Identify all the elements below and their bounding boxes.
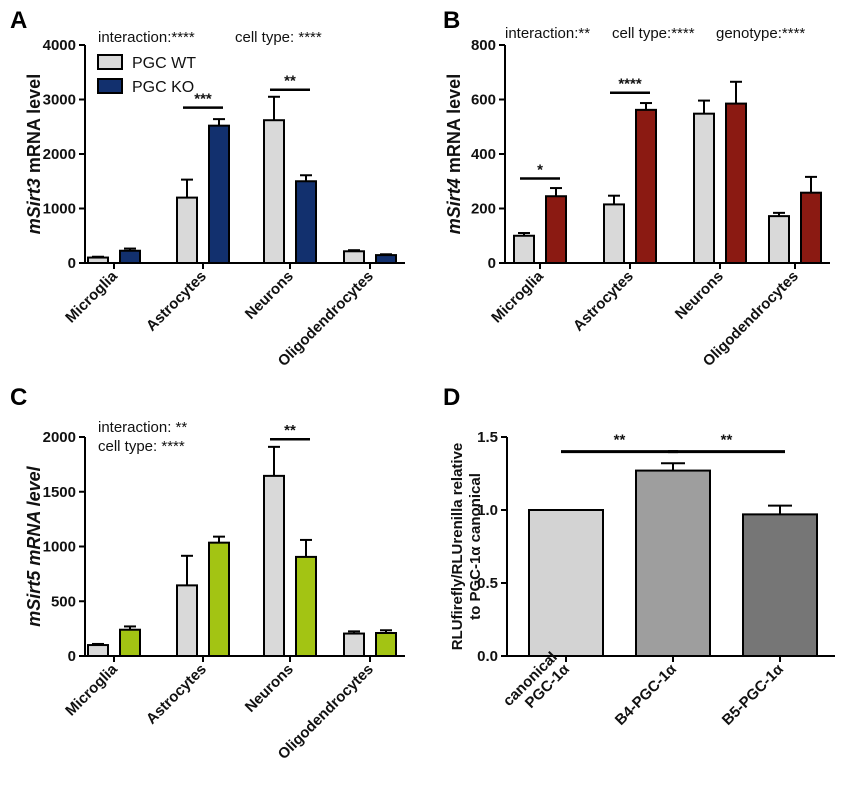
stat-cell-type: cell type: **** <box>98 438 185 455</box>
significance-label: *** <box>194 91 212 108</box>
x-tick-label-line: B4-PGC-1α <box>612 660 681 729</box>
stat-interaction: interaction:**** <box>98 29 195 46</box>
bar-pgc-wt-astrocytes <box>176 584 198 657</box>
x-tick-label: Astrocytes <box>143 661 210 728</box>
y-axis-label-gene: mSirt4 <box>444 178 464 234</box>
bar-pgc-wt-neurons <box>693 112 715 264</box>
x-tick-label: Neurons <box>242 661 297 716</box>
bar-pgc-wt-astrocytes <box>176 196 198 265</box>
y-tick-label: 3000 <box>43 92 76 109</box>
significance-label: **** <box>618 76 642 93</box>
y-axis-label-rest: mRNA level <box>24 74 44 178</box>
x-tick-label: B5-PGC-1α <box>719 660 788 729</box>
bar-pgc-ko-oligodendrocytes <box>375 632 397 658</box>
x-tick-label: Microglia <box>62 267 121 326</box>
panel-C: C 0 500 1000 1500 2000 ** Microglia Astrocytes Ne… <box>10 384 405 763</box>
x-tick-label: B4-PGC-1α <box>612 660 681 729</box>
stat-text: cell type:**** <box>612 25 695 42</box>
stat-interaction: interaction: ** <box>98 419 187 436</box>
bar-pgc-ko-microglia <box>545 195 567 264</box>
legend-label: PGC KO <box>132 79 194 96</box>
bar-pgc-wt-microglia <box>513 234 535 264</box>
y-axis-label-rest: mRNA level <box>444 74 464 178</box>
y-axis-label-line: to PGC-1α canonical <box>467 473 484 620</box>
significance-label: ** <box>284 73 296 90</box>
panel-D: D 0.0 0.5 1.0 1.5 ** ** canonicalPGC-1α B4-PGC-1… <box>443 384 835 729</box>
significance-label: ** <box>721 432 733 449</box>
stat-text: interaction:** <box>505 25 590 42</box>
bar-pgc-wt-microglia <box>87 644 109 657</box>
x-tick-label: Astrocytes <box>570 268 637 335</box>
x-tick-label: Microglia <box>62 660 121 719</box>
bar-pgc-ko-microglia <box>119 628 141 657</box>
panel-label: A <box>10 7 27 34</box>
y-tick-label: 2000 <box>43 146 76 163</box>
significance-label: ** <box>614 432 626 449</box>
bar-pgc-wt-oligodendrocytes <box>343 632 365 657</box>
y-axis-label-line: RLUfirefly/RLUrenilla relative <box>449 443 466 651</box>
bar-pgc-ko-astrocytes <box>635 108 657 265</box>
y-tick-label: 0.0 <box>477 648 498 665</box>
panel-label: D <box>443 384 460 411</box>
y-tick-label: 200 <box>471 201 496 218</box>
bar-pgc-wt-oligodendrocytes <box>343 250 365 265</box>
bar-pgc-ko-astrocytes <box>208 541 230 657</box>
y-tick-label: 1500 <box>43 484 76 501</box>
y-axis-label-gene: mSirt5 mRNA level <box>24 465 44 626</box>
y-tick-label: 2000 <box>43 429 76 446</box>
y-tick-label: 500 <box>51 593 76 610</box>
x-tick-label: Neurons <box>242 268 297 323</box>
x-tick-label: Neurons <box>672 268 727 323</box>
y-tick-label: 600 <box>471 92 496 109</box>
legend-swatch-pgc-ko <box>97 78 123 94</box>
y-tick-label: 0 <box>68 648 76 665</box>
bar-pgc-ko-neurons <box>725 102 747 265</box>
y-tick-label: 0 <box>488 255 496 272</box>
y-tick-label: 1.5 <box>477 429 498 446</box>
bar-pgc-wt-microglia <box>87 256 109 264</box>
y-tick-label: 800 <box>471 37 496 54</box>
bar-1 <box>635 469 711 657</box>
y-tick-label: 0.5 <box>477 575 498 592</box>
y-tick-label: 1.0 <box>477 502 498 519</box>
y-tick-label: 400 <box>471 146 496 163</box>
bar-pgc-ko-neurons <box>295 180 317 264</box>
bar-pgc-ko-astrocytes <box>208 124 230 264</box>
x-tick-label: Astrocytes <box>143 268 210 335</box>
y-axis-label: mSirt4 mRNA level <box>444 74 464 234</box>
y-tick-label: 0 <box>68 255 76 272</box>
significance-label: * <box>537 162 543 179</box>
stat-text: genotype:**** <box>716 25 805 42</box>
bar-2 <box>742 513 818 657</box>
x-tick-label: canonicalPGC-1α <box>500 648 574 722</box>
y-axis-label-gene: mSirt3 <box>24 178 44 234</box>
bar-pgc-ko-neurons <box>295 555 317 658</box>
bar-pgc-wt-neurons <box>263 119 285 264</box>
y-tick-label: 1000 <box>43 201 76 218</box>
significance-label: ** <box>284 422 296 439</box>
legend-label: PGC WT <box>132 55 196 72</box>
bar-pgc-wt-neurons <box>263 474 285 657</box>
bar-0 <box>528 509 604 657</box>
y-tick-label: 1000 <box>43 539 76 556</box>
legend-swatch-pgc-wt <box>97 54 123 70</box>
x-tick-label: Microglia <box>488 267 547 326</box>
panel-label: B <box>443 7 460 34</box>
y-tick-label: 4000 <box>43 37 76 54</box>
bar-pgc-ko-microglia <box>119 249 141 265</box>
bar-pgc-wt-oligodendrocytes <box>768 215 790 265</box>
bar-pgc-wt-astrocytes <box>603 203 625 265</box>
stat-cell-type: cell type: **** <box>235 29 322 46</box>
bar-pgc-ko-oligodendrocytes <box>800 191 822 265</box>
bar-pgc-ko-oligodendrocytes <box>375 254 397 265</box>
panel-label: C <box>10 384 27 411</box>
y-axis-label: mSirt3 mRNA level <box>24 74 44 234</box>
y-axis-label: mSirt5 mRNA level <box>24 465 44 626</box>
x-tick-label-line: B5-PGC-1α <box>719 660 788 729</box>
